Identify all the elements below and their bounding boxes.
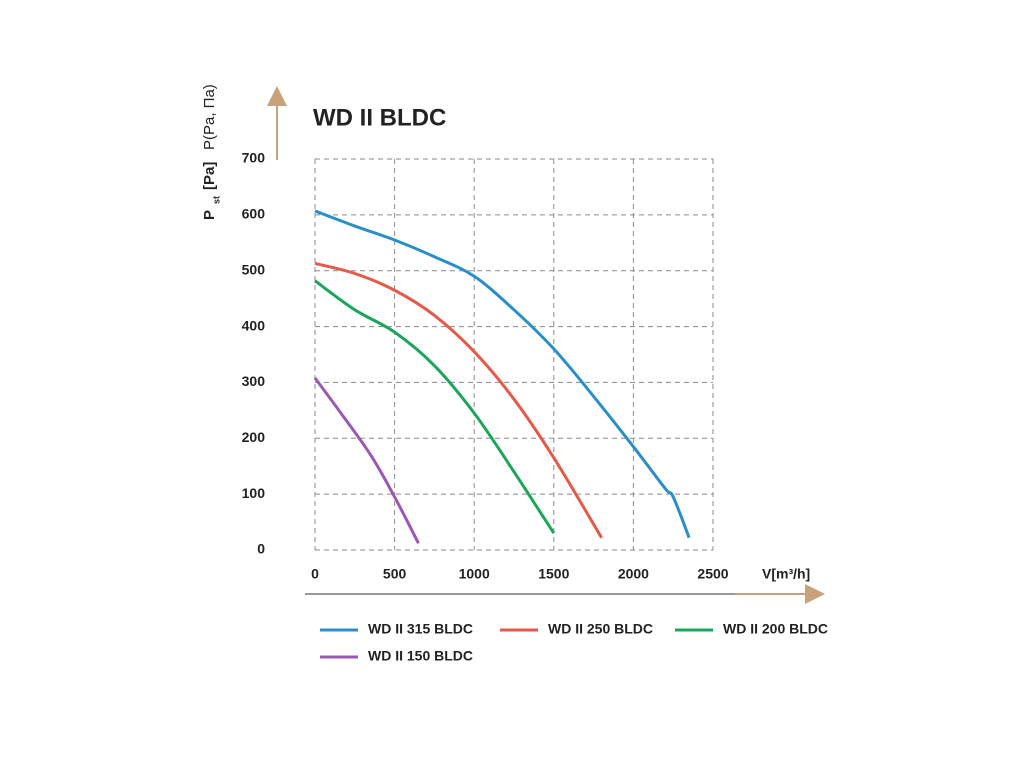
y-tick-label: 500 — [242, 261, 266, 277]
y-label-sub: st — [211, 196, 221, 204]
y-tick-label: 200 — [242, 429, 266, 445]
series-line — [314, 261, 603, 539]
x-tick-label: 500 — [383, 566, 407, 582]
y-tick-label: 600 — [242, 206, 266, 222]
legend-label: WD II 250 BLDC — [548, 621, 653, 637]
x-tick-label: 2500 — [697, 566, 728, 582]
chart-title: WD II BLDC — [313, 104, 446, 131]
series-line — [313, 377, 420, 544]
x-tick-label: 1500 — [538, 566, 569, 582]
y-label-unit: [Pa] — [201, 162, 218, 190]
x-tick-label: 1000 — [459, 566, 490, 582]
y-tick-label: 400 — [242, 317, 266, 333]
y-tick-label: 0 — [257, 541, 265, 557]
x-tick-label: 0 — [311, 566, 319, 582]
x-axis-label: V[m³/h] — [762, 566, 810, 582]
y-tick-label: 100 — [242, 485, 266, 501]
series-line — [314, 279, 556, 535]
legend-label: WD II 150 BLDC — [368, 648, 473, 664]
series-line — [314, 209, 691, 539]
y-label-alt: P(Pa, Па) — [201, 84, 218, 150]
y-tick-label: 700 — [242, 150, 266, 166]
x-tick-label: 2000 — [618, 566, 649, 582]
y-label: P — [201, 210, 218, 220]
legend-label: WD II 315 BLDC — [368, 621, 473, 637]
y-tick-label: 300 — [242, 373, 266, 389]
y-axis-label: P st [Pa] P(Pa, Па) — [201, 84, 221, 220]
legend-label: WD II 200 BLDC — [723, 621, 828, 637]
